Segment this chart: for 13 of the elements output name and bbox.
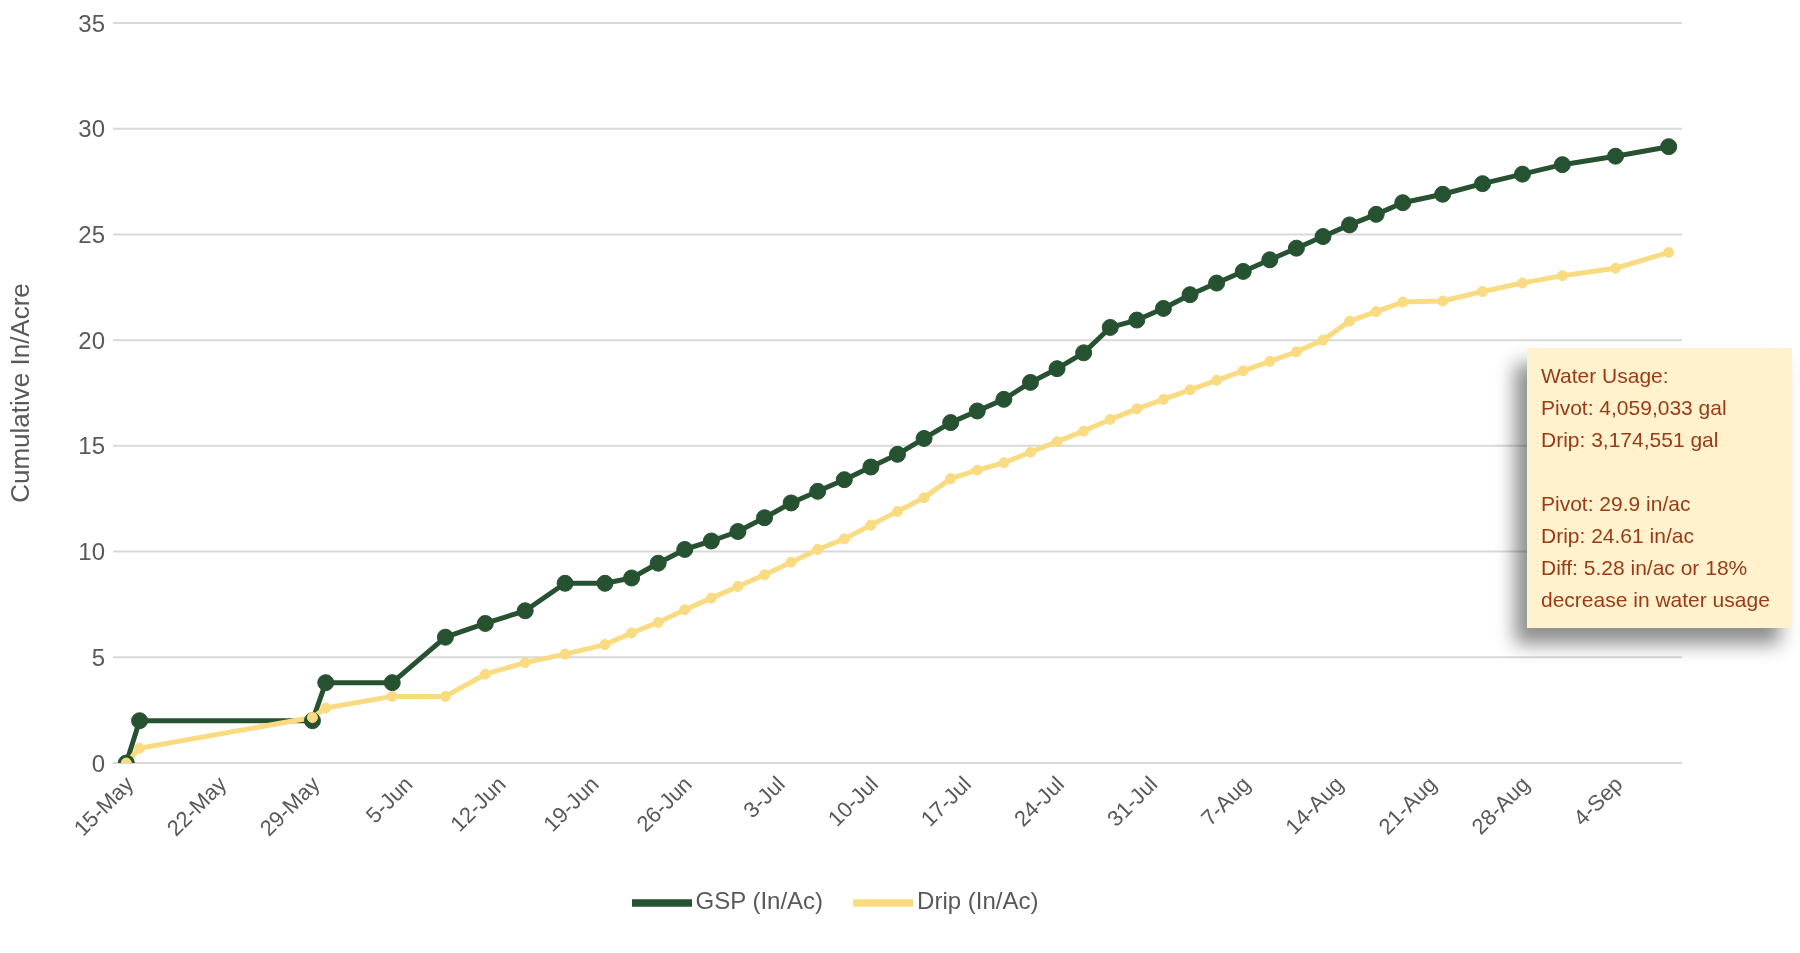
legend-label: Drip (In/Ac)	[917, 887, 1039, 915]
y-tick-label: 15	[78, 432, 105, 460]
y-tick-label: 30	[78, 115, 105, 143]
y-tick-label: 0	[91, 749, 105, 777]
y-tick-label: 5	[91, 643, 105, 671]
legend-label: GSP (In/Ac)	[695, 887, 824, 915]
y-tick-label: 10	[78, 538, 105, 566]
y-tick-label: 20	[78, 326, 105, 354]
y-axis-title: Cumulative In/Acre	[5, 283, 36, 503]
y-tick-label: 35	[78, 9, 105, 37]
annotation: Water Usage: Pivot: 4,059,033 gal Drip: 3,174,551 gal	[1541, 363, 1728, 453]
annotation: Pivot: 29.9 in/ac Drip: 24.61 in/ac Diff: 5.28 in/ac or 18% decrease in water usage	[1541, 491, 1771, 613]
y-tick-label: 25	[78, 220, 105, 248]
